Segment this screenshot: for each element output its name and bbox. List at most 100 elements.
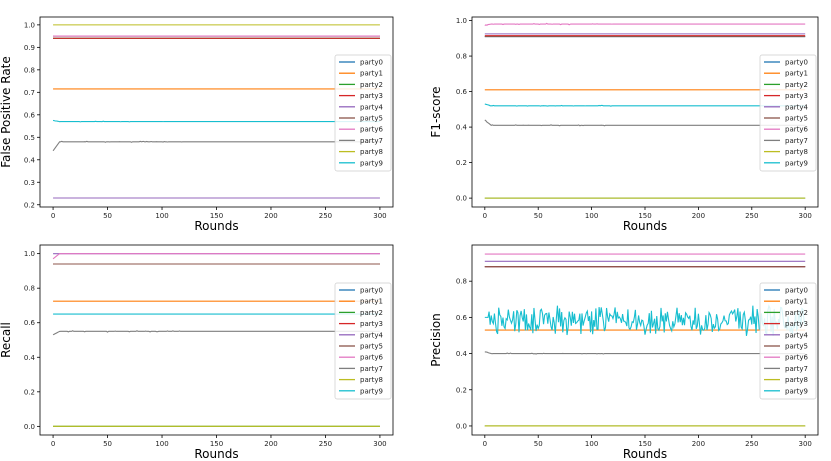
legend-label-party2: party2	[360, 309, 383, 317]
legend-label-party3: party3	[360, 92, 383, 100]
series-line-party7	[52, 140, 380, 152]
y-tick-label: 1.0	[24, 21, 35, 29]
legend-label-party1: party1	[360, 70, 383, 78]
x-tick-label: 50	[103, 440, 112, 448]
legend-label-party2: party2	[360, 81, 383, 89]
legend-label-party7: party7	[785, 365, 808, 373]
legend-label-party7: party7	[360, 137, 383, 145]
legend-label-party6: party6	[785, 126, 808, 134]
series-line-party7	[52, 330, 380, 336]
legend-label-party4: party4	[785, 331, 808, 339]
legend-label-party8: party8	[360, 148, 383, 156]
x-tick-label: 150	[638, 212, 651, 220]
legend-label-party1: party1	[785, 70, 808, 78]
legend-label-party2: party2	[785, 309, 808, 317]
x-tick-label: 50	[534, 212, 543, 220]
y-tick-label: 1.0	[456, 17, 467, 25]
legend-label-party9: party9	[785, 159, 808, 167]
legend-label-party2: party2	[785, 81, 808, 89]
legend-label-party5: party5	[360, 115, 383, 123]
y-axis-label: Recall	[0, 322, 13, 358]
legend-label-party4: party4	[785, 103, 808, 111]
series-line-party6	[52, 253, 380, 260]
legend-label-party0: party0	[360, 59, 383, 67]
series-line-party7	[484, 351, 806, 355]
y-tick-label: 0.5	[24, 134, 35, 142]
series-line-party9	[484, 304, 806, 337]
legend-label-party5: party5	[360, 343, 383, 351]
y-tick-label: 0.4	[456, 350, 468, 358]
x-tick-label: 150	[638, 440, 651, 448]
y-tick-label: 0.2	[456, 159, 467, 167]
panel-f1-score: 0 50 100 150 200 250 300 0.0 0.2 0.4 0.6 0.8 1.0 Roun…	[429, 16, 819, 233]
x-tick-label: 250	[745, 440, 758, 448]
y-tick-label: 1.0	[24, 250, 35, 258]
y-tick-label: 0.4	[24, 354, 36, 362]
legend-label-party0: party0	[360, 287, 383, 295]
y-tick-label: 0.6	[456, 314, 468, 322]
x-tick-label: 150	[210, 212, 223, 220]
series-line-party9	[52, 119, 380, 123]
y-tick-label: 0.8	[456, 278, 467, 286]
legend-label-party8: party8	[785, 148, 808, 156]
legend-label-party8: party8	[360, 376, 383, 384]
y-tick-label: 0.2	[456, 386, 467, 394]
x-tick-label: 100	[585, 440, 598, 448]
panel-precision: 0 50 100 150 200 250 300 0.0 0.2 0.4 0.6 0.8 Rounds P…	[429, 244, 819, 461]
y-tick-label: 0.6	[24, 111, 36, 119]
x-tick-label: 250	[319, 212, 332, 220]
series-line-party7	[484, 119, 806, 127]
x-tick-label: 200	[264, 440, 277, 448]
legend-label-party8: party8	[785, 376, 808, 384]
legend-label-party4: party4	[360, 103, 383, 111]
x-tick-label: 150	[210, 440, 223, 448]
x-tick-label: 200	[692, 212, 705, 220]
legend-label-party0: party0	[785, 59, 808, 67]
x-axis-label: Rounds	[623, 447, 667, 461]
y-axis-label: F1-score	[429, 86, 443, 137]
legend: party0 party1 party2 party3 party4 party5 part…	[759, 282, 817, 400]
legend-label-party6: party6	[360, 354, 383, 362]
x-tick-label: 300	[373, 212, 386, 220]
y-tick-label: 0.0	[456, 422, 467, 430]
y-tick-label: 0.7	[24, 89, 35, 97]
legend-label-party4: party4	[360, 331, 383, 339]
y-tick-label: 0.3	[24, 179, 35, 187]
legend-label-party7: party7	[785, 137, 808, 145]
panel-recall: 0 50 100 150 200 250 300 0.0 0.2 0.4 0.6 0.8 1.0 Roun…	[0, 244, 394, 461]
y-tick-label: 0.4	[456, 124, 468, 132]
legend-label-party5: party5	[785, 115, 808, 123]
x-tick-label: 50	[534, 440, 543, 448]
legend-label-party0: party0	[785, 287, 808, 295]
legend-label-party1: party1	[785, 298, 808, 306]
y-tick-label: 0.4	[24, 156, 36, 164]
legend-label-party3: party3	[785, 320, 808, 328]
x-tick-label: 0	[51, 212, 55, 220]
x-tick-label: 300	[798, 212, 811, 220]
y-tick-label: 0.6	[456, 88, 468, 96]
x-tick-label: 300	[798, 440, 811, 448]
legend-label-party1: party1	[360, 298, 383, 306]
panel-false-positive-rate: 0 50 100 150 200 250 300 0.2 0.3 0.4 0.5 0.6 0.7 0.8 0…	[0, 16, 394, 233]
x-tick-label: 100	[155, 212, 168, 220]
x-axis-label: Rounds	[623, 219, 667, 233]
legend-label-party3: party3	[360, 320, 383, 328]
x-axis-label: Rounds	[194, 219, 238, 233]
legend-label-party9: party9	[785, 387, 808, 395]
x-tick-label: 250	[319, 440, 332, 448]
y-tick-label: 0.8	[456, 53, 467, 61]
x-tick-label: 300	[373, 440, 386, 448]
x-tick-label: 250	[745, 212, 758, 220]
legend: party0 party1 party2 party3 party4 party5 part…	[759, 54, 817, 172]
y-tick-label: 0.2	[24, 388, 35, 396]
x-tick-label: 0	[51, 440, 55, 448]
legend-label-party6: party6	[360, 126, 383, 134]
y-tick-label: 0.6	[24, 319, 36, 327]
legend-label-party5: party5	[785, 343, 808, 351]
x-tick-label: 100	[155, 440, 168, 448]
x-axis-label: Rounds	[194, 447, 238, 461]
legend-label-party6: party6	[785, 354, 808, 362]
series-line-party6	[484, 22, 806, 27]
series-line-party9	[484, 103, 806, 107]
